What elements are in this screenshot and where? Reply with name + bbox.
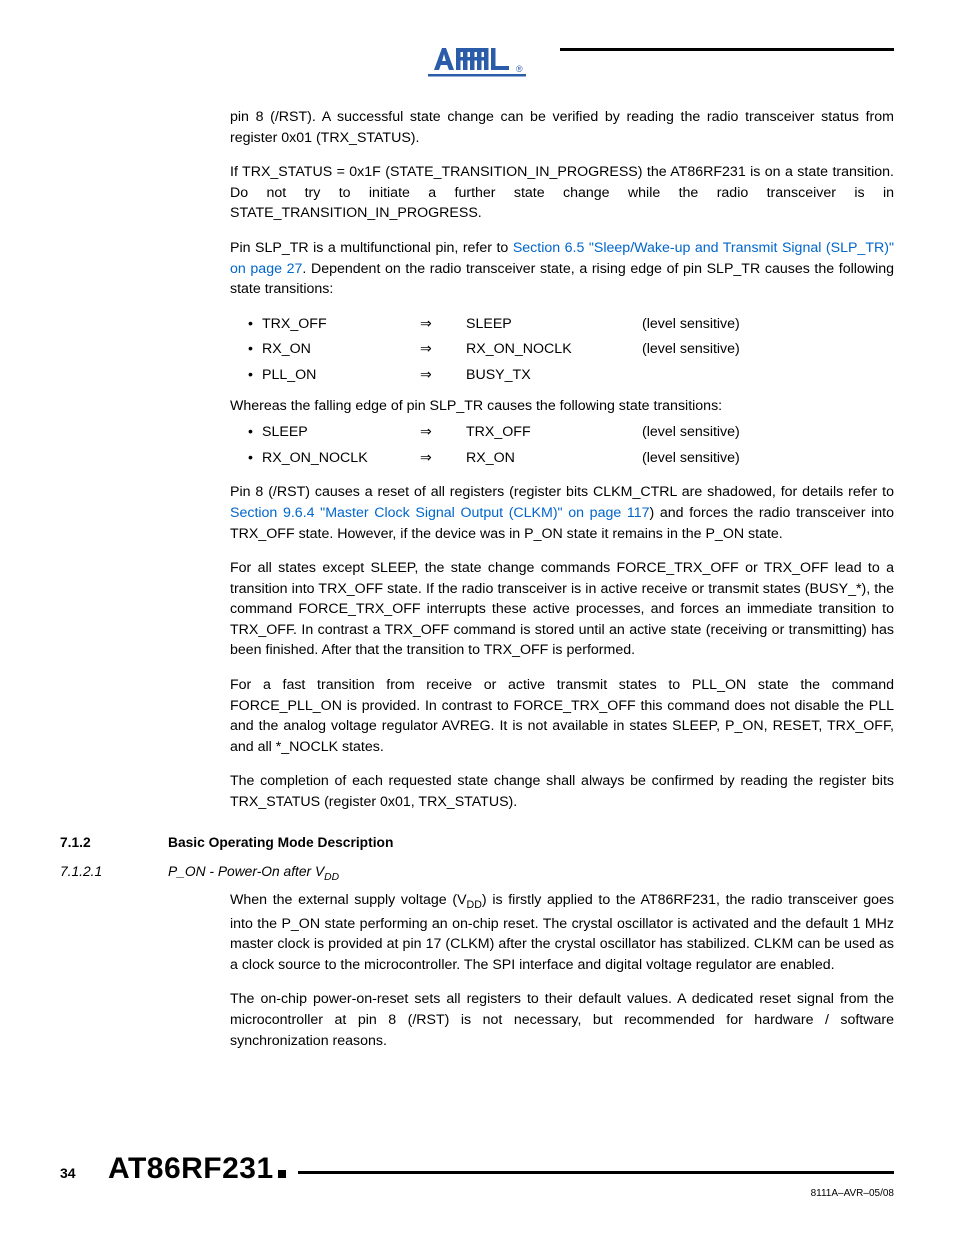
section-title: Basic Operating Mode Description <box>168 835 393 850</box>
text: . Dependent on the radio transceiver sta… <box>230 261 894 298</box>
paragraph: For all states except SLEEP, the state c… <box>230 558 894 661</box>
bullet: • <box>248 314 262 335</box>
rising-transitions-table: • TRX_OFF ⇒ SLEEP (level sensitive) • RX… <box>248 314 894 386</box>
bullet: • <box>248 448 262 469</box>
page-header: ® <box>60 40 894 83</box>
subsection-title: P_ON - Power-On after VDD <box>168 864 339 883</box>
to-state: RX_ON <box>466 448 642 469</box>
paragraph: If TRX_STATUS = 0x1F (STATE_TRANSITION_I… <box>230 162 894 224</box>
arrow-icon: ⇒ <box>420 314 466 335</box>
text: Pin SLP_TR is a multifunctional pin, ref… <box>230 240 513 256</box>
arrow-icon: ⇒ <box>420 448 466 469</box>
from-state: PLL_ON <box>262 365 420 386</box>
header-rule <box>560 48 894 51</box>
paragraph: When the external supply voltage (VDD) i… <box>230 890 894 975</box>
section-number: 7.1.2 <box>60 835 168 850</box>
paragraph: Pin 8 (/RST) causes a reset of all regis… <box>230 482 894 544</box>
to-state: BUSY_TX <box>466 365 642 386</box>
svg-text:®: ® <box>516 64 523 74</box>
section-link[interactable]: Section 9.6.4 "Master Clock Signal Outpu… <box>230 505 650 521</box>
text: P_ON - Power-On after V <box>168 864 324 879</box>
transition-row: • TRX_OFF ⇒ SLEEP (level sensitive) <box>248 314 894 335</box>
falling-transitions-table: • SLEEP ⇒ TRX_OFF (level sensitive) • RX… <box>248 422 894 468</box>
note: (level sensitive) <box>642 314 740 335</box>
subscript: DD <box>467 899 482 911</box>
to-state: TRX_OFF <box>466 422 642 443</box>
from-state: SLEEP <box>262 422 420 443</box>
atmel-logo: ® <box>428 40 526 83</box>
arrow-icon: ⇒ <box>420 422 466 443</box>
paragraph: The on-chip power-on-reset sets all regi… <box>230 989 894 1051</box>
bullet: • <box>248 422 262 443</box>
note: (level sensitive) <box>642 339 740 360</box>
bullet: • <box>248 365 262 386</box>
note: (level sensitive) <box>642 448 740 469</box>
section-heading: 7.1.2 Basic Operating Mode Description <box>60 835 894 850</box>
page-footer: 34 AT86RF231 8111A–AVR–05/08 <box>0 1152 954 1199</box>
to-state: RX_ON_NOCLK <box>466 339 642 360</box>
paragraph: Whereas the falling edge of pin SLP_TR c… <box>230 396 894 417</box>
subsection-heading: 7.1.2.1 P_ON - Power-On after VDD <box>60 864 894 883</box>
to-state: SLEEP <box>466 314 642 335</box>
paragraph: Pin SLP_TR is a multifunctional pin, ref… <box>230 238 894 300</box>
subsection-number: 7.1.2.1 <box>60 864 168 879</box>
text: Pin 8 (/RST) causes a reset of all regis… <box>230 484 894 500</box>
paragraph: pin 8 (/RST). A successful state change … <box>230 107 894 148</box>
bullet: • <box>248 339 262 360</box>
text: When the external supply voltage (V <box>230 892 467 908</box>
transition-row: • RX_ON_NOCLK ⇒ RX_ON (level sensitive) <box>248 448 894 469</box>
note: (level sensitive) <box>642 422 740 443</box>
paragraph: The completion of each requested state c… <box>230 771 894 812</box>
arrow-icon: ⇒ <box>420 365 466 386</box>
document-id: 8111A–AVR–05/08 <box>60 1188 894 1199</box>
footer-square-icon <box>278 1170 286 1178</box>
paragraph: For a fast transition from receive or ac… <box>230 675 894 757</box>
transition-row: • PLL_ON ⇒ BUSY_TX <box>248 365 894 386</box>
transition-row: • SLEEP ⇒ TRX_OFF (level sensitive) <box>248 422 894 443</box>
product-name: AT86RF231 <box>108 1152 274 1186</box>
from-state: RX_ON_NOCLK <box>262 448 420 469</box>
from-state: RX_ON <box>262 339 420 360</box>
footer-rule <box>298 1171 894 1174</box>
from-state: TRX_OFF <box>262 314 420 335</box>
page-number: 34 <box>60 1165 108 1181</box>
arrow-icon: ⇒ <box>420 339 466 360</box>
subscript: DD <box>324 871 339 882</box>
transition-row: • RX_ON ⇒ RX_ON_NOCLK (level sensitive) <box>248 339 894 360</box>
